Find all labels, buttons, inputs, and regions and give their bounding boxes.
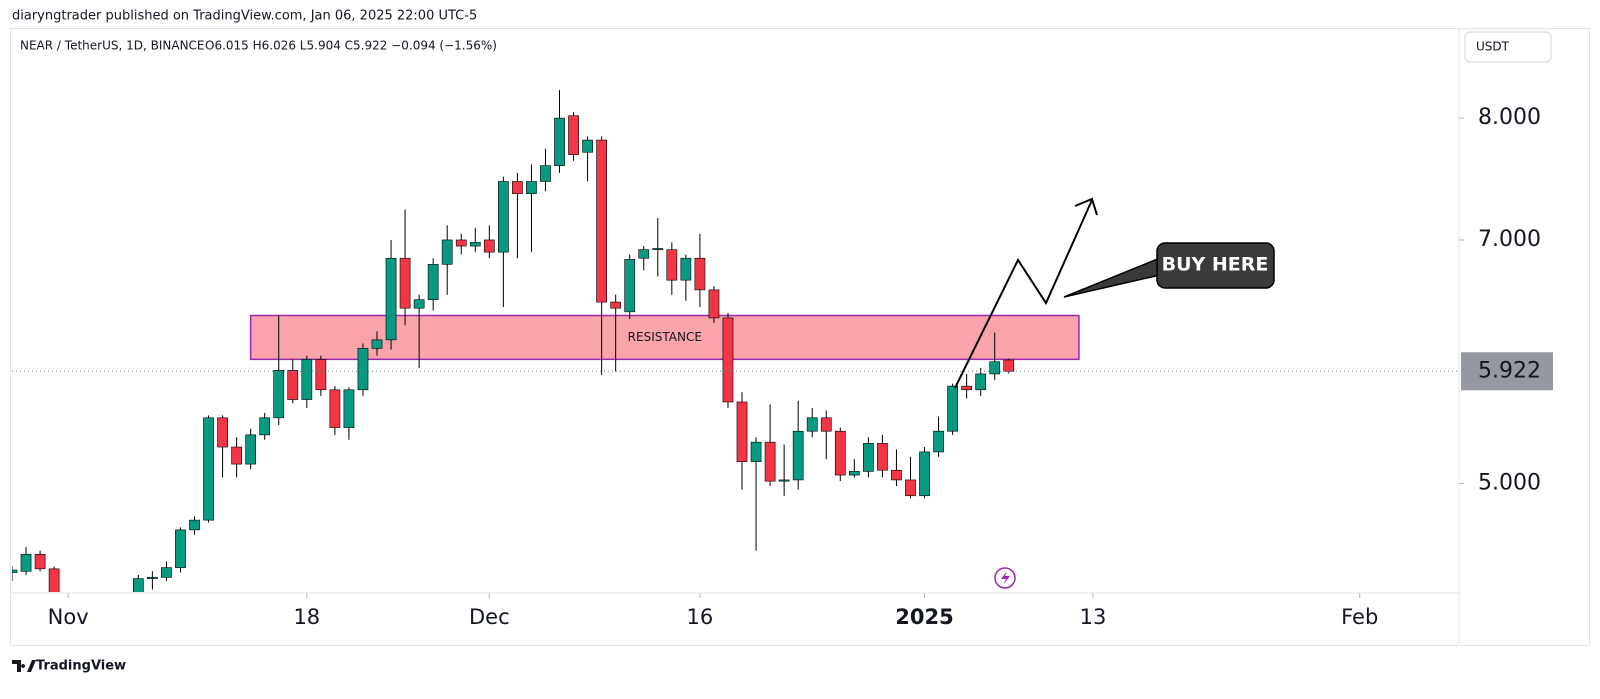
candle-body [694, 257, 706, 291]
candle-body [596, 139, 607, 303]
candle-body [287, 369, 299, 400]
candle-body [301, 359, 313, 400]
candle-body [905, 479, 916, 497]
candle-body [989, 361, 1001, 375]
candle-body [947, 385, 958, 432]
candle-body [526, 181, 537, 194]
candle-body [582, 139, 593, 153]
candle-body [863, 443, 874, 472]
drawn-arrow [954, 199, 1093, 389]
candle-body [231, 446, 242, 465]
candle-body [624, 259, 636, 313]
y-tick-label: 7.000 [1478, 227, 1541, 252]
y-tick-label: 8.000 [1478, 105, 1541, 130]
candle-body [371, 339, 383, 349]
candle-body [834, 430, 846, 476]
candle-body [455, 239, 467, 247]
candle-body [568, 115, 579, 155]
publisher: diaryngtrader published on TradingView.c… [12, 9, 477, 24]
candle-body [20, 553, 32, 572]
candle-body [413, 299, 425, 309]
candle-body [203, 417, 214, 521]
event-icon[interactable] [994, 567, 1016, 589]
y-tick-label: 5.000 [1478, 471, 1541, 496]
ohlc: O6.015 H6.026 L5.904 C5.922 −0.094 (−1.5… [205, 39, 497, 53]
candle-body [441, 239, 453, 265]
candle-body [764, 441, 776, 482]
candle-body [933, 430, 944, 453]
last-price-label: 5.922 [1478, 358, 1541, 383]
event-icon-bolt [1001, 571, 1010, 585]
x-tick-label: Dec [469, 605, 510, 629]
candle-body [722, 317, 734, 403]
candle-body [12, 569, 18, 573]
candle-body [259, 417, 271, 436]
candle-body [666, 249, 678, 281]
candle-body [385, 257, 397, 341]
symbol: NEAR / TetherUS, 1D, BINANCE [20, 39, 205, 53]
candle-body [1003, 359, 1015, 372]
x-tick-label: 2025 [895, 605, 953, 629]
candle-body [975, 373, 987, 391]
candle-body [147, 577, 158, 579]
x-tick-label: Nov [48, 605, 89, 629]
candle-body [161, 567, 172, 578]
last-price-box [1461, 352, 1553, 391]
brand-icon [12, 660, 36, 672]
candle-body [427, 264, 439, 300]
candle-body [806, 417, 818, 432]
candle-body [610, 301, 622, 309]
x-tick-label: Feb [1341, 605, 1378, 629]
candle-body [820, 417, 832, 432]
candle-body [708, 289, 720, 319]
candle-body [34, 553, 46, 570]
currency[interactable]: USDT [1476, 40, 1510, 54]
callout-text: BUY HERE [1162, 254, 1269, 276]
candle-body [736, 401, 748, 462]
candle-body [848, 471, 860, 476]
panel-border [10, 28, 1590, 646]
plot-area: RESISTANCE [12, 90, 1080, 592]
zone-label: RESISTANCE [628, 330, 702, 344]
candle-body [919, 451, 930, 497]
arrow-head [1074, 197, 1098, 216]
brand: TradingView [36, 659, 126, 674]
candle-body [750, 441, 762, 462]
candle-body [891, 469, 902, 481]
candle-body [357, 348, 369, 391]
callout-box [1156, 242, 1275, 289]
candle-body [554, 117, 565, 166]
candle-body [778, 479, 790, 482]
candle-body [273, 369, 285, 419]
currency-button[interactable] [1464, 31, 1552, 63]
candle-body [175, 529, 186, 568]
candle-body [792, 430, 804, 481]
candle-body [961, 385, 972, 391]
candle-body [512, 181, 523, 194]
candle-body [638, 249, 650, 259]
x-tick-label: 13 [1080, 605, 1107, 629]
candle-body [877, 443, 888, 471]
candle-body [48, 568, 60, 592]
candle-body [652, 248, 664, 251]
candle-body [217, 417, 228, 448]
candle-body [540, 165, 551, 182]
candle-body [498, 181, 509, 253]
candle-body [399, 257, 411, 309]
candle-body [189, 519, 200, 531]
candle-body [680, 257, 692, 281]
candle-body [343, 389, 355, 428]
candle-body [469, 242, 481, 247]
candle-body [245, 434, 257, 465]
x-tick-label: 16 [687, 605, 714, 629]
candle-body [315, 359, 327, 391]
candle-body [483, 239, 495, 253]
candle-body [132, 578, 144, 592]
candle-body [329, 389, 341, 428]
x-tick-label: 18 [293, 605, 320, 629]
